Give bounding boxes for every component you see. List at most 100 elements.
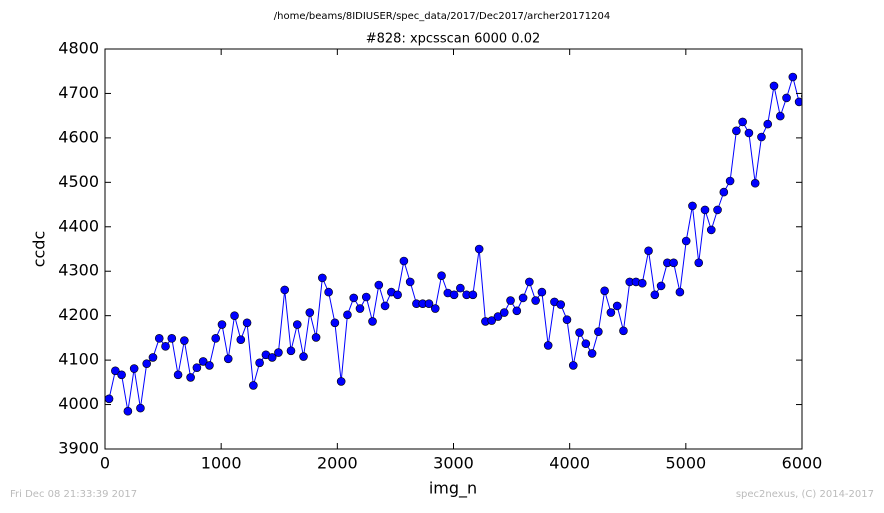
y-tick-label: 4300 <box>58 261 99 280</box>
data-point <box>775 111 785 121</box>
data-point <box>399 256 409 266</box>
data-point <box>274 348 283 357</box>
data-point <box>142 359 152 368</box>
footer-left: Fri Dec 08 21:33:39 2017 <box>10 489 137 500</box>
x-tick-label: 0 <box>100 454 110 473</box>
data-point <box>292 320 302 329</box>
data-point <box>650 290 660 300</box>
y-tick-label: 4700 <box>58 83 99 102</box>
data-point <box>562 315 572 324</box>
x-tick-label: 5000 <box>665 454 706 473</box>
data-point <box>405 277 415 287</box>
data-point <box>581 339 591 348</box>
data-point <box>255 358 264 368</box>
data-point <box>644 246 653 256</box>
data-point <box>192 363 202 372</box>
data-point <box>355 304 365 313</box>
data-point <box>318 273 327 283</box>
data-point <box>619 326 628 336</box>
data-point <box>556 300 566 309</box>
data-point <box>430 304 440 313</box>
data-point <box>167 334 177 343</box>
data-point <box>242 318 252 328</box>
y-axis-label: ccdc <box>30 231 49 268</box>
data-point <box>587 349 597 358</box>
data-point <box>531 296 540 305</box>
data-point <box>217 320 227 329</box>
data-point <box>361 292 371 302</box>
data-point <box>336 377 346 386</box>
data-point <box>280 285 290 295</box>
data-point <box>424 299 434 308</box>
data-point <box>694 258 704 268</box>
data-point <box>349 293 359 303</box>
data-point <box>769 81 779 91</box>
data-point <box>123 406 133 416</box>
data-point <box>205 361 214 370</box>
data-point <box>656 281 666 291</box>
data-point <box>437 271 446 280</box>
data-point <box>732 126 741 136</box>
data-point <box>343 310 352 320</box>
y-tick-label: 4500 <box>58 172 99 191</box>
y-tick-label: 4600 <box>58 127 99 146</box>
data-point <box>299 352 308 361</box>
data-point <box>568 361 578 370</box>
y-tick-label: 3900 <box>58 439 99 458</box>
data-point <box>681 236 691 246</box>
x-tick-label: 1000 <box>201 454 242 473</box>
x-tick-label: 4000 <box>549 454 590 473</box>
x-axis-label: img_n <box>429 479 477 499</box>
data-point <box>286 346 296 356</box>
data-point <box>794 97 802 107</box>
y-tick-label: 4100 <box>58 350 99 369</box>
data-point <box>180 336 189 345</box>
data-point <box>738 117 747 127</box>
series-line <box>108 75 802 412</box>
data-point <box>700 205 710 215</box>
data-point <box>688 201 697 211</box>
data-point <box>506 296 515 305</box>
data-point <box>368 317 377 326</box>
data-point <box>669 258 678 268</box>
data-point <box>148 353 158 362</box>
data-point <box>186 373 195 382</box>
data-point <box>487 316 497 325</box>
data-point <box>575 328 584 337</box>
x-tick-label: 6000 <box>782 454 823 473</box>
data-point <box>154 334 164 343</box>
data-point <box>393 290 402 300</box>
data-point <box>305 308 315 317</box>
data-point <box>117 370 126 380</box>
data-point <box>449 290 459 300</box>
x-tick-label: 3000 <box>433 454 474 473</box>
data-point <box>236 335 246 344</box>
data-point <box>249 381 258 390</box>
data-point <box>456 283 465 293</box>
data-point <box>493 312 503 321</box>
data-point <box>600 286 609 296</box>
data-point <box>223 354 233 364</box>
x-tick-label: 2000 <box>317 454 358 473</box>
y-tick-label: 4400 <box>58 216 99 235</box>
data-point <box>105 394 114 404</box>
data-point <box>230 311 239 320</box>
data-point <box>324 287 333 297</box>
data-point <box>757 132 766 142</box>
data-point <box>161 342 170 351</box>
data-point <box>111 366 120 376</box>
suptitle: /home/beams/8IDIUSER/spec_data/2017/Dec2… <box>274 11 610 22</box>
data-point <box>525 277 534 287</box>
data-point <box>788 72 798 82</box>
data-point <box>211 334 221 343</box>
footer-right: spec2nexus, (C) 2014-2017 <box>736 489 874 500</box>
data-point <box>468 290 478 300</box>
data-point <box>782 93 791 103</box>
data-point <box>474 244 484 254</box>
data-point <box>763 119 773 129</box>
data-point <box>330 318 340 328</box>
chart-title: #828: xpcsscan 6000 0.02 <box>366 32 541 47</box>
data-point <box>173 370 183 380</box>
